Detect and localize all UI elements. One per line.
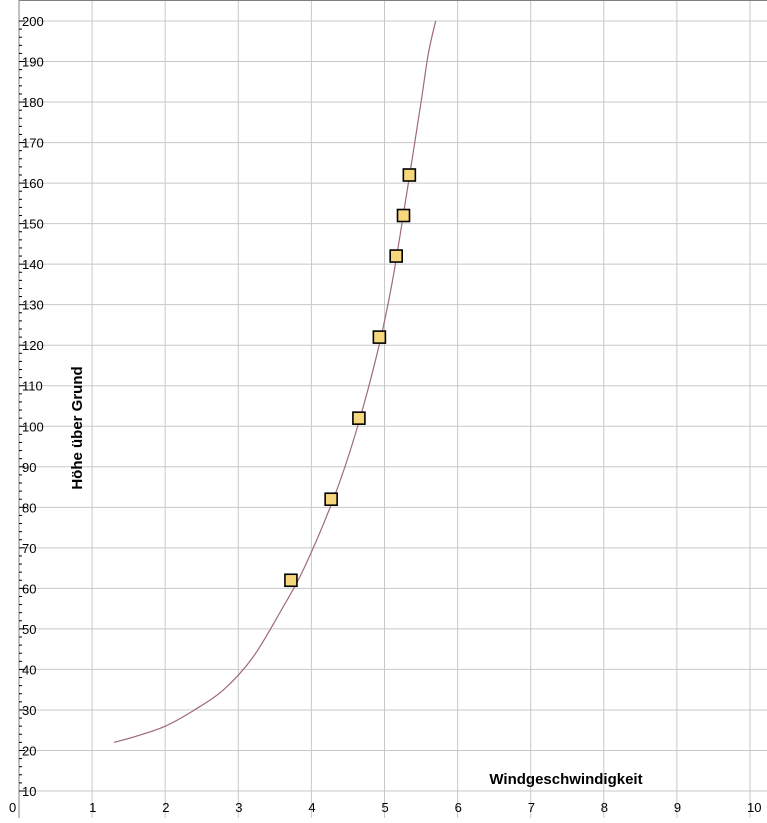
x-tick-label: 5 bbox=[382, 800, 389, 815]
y-tick-label: 40 bbox=[22, 662, 36, 677]
x-tick-label: 4 bbox=[308, 800, 315, 815]
y-tick-label: 160 bbox=[22, 176, 44, 191]
y-tick-label: 140 bbox=[22, 257, 44, 272]
x-tick-label: 0 bbox=[9, 800, 16, 815]
y-tick-label: 180 bbox=[22, 95, 44, 110]
y-axis-title: Höhe über Grund bbox=[69, 366, 86, 489]
y-tick-label: 90 bbox=[22, 460, 36, 475]
plot-frame bbox=[18, 0, 767, 818]
grid-layer bbox=[19, 0, 767, 818]
y-tick-label: 200 bbox=[22, 14, 44, 29]
x-tick-label: 1 bbox=[89, 800, 96, 815]
data-point-marker bbox=[352, 411, 366, 425]
x-tick-label: 6 bbox=[455, 800, 462, 815]
x-tick-label: 2 bbox=[162, 800, 169, 815]
data-point-marker bbox=[402, 168, 417, 182]
y-tick-label: 120 bbox=[22, 338, 44, 353]
data-point-marker bbox=[372, 330, 387, 344]
y-tick-label: 20 bbox=[22, 743, 36, 758]
fitted-curve-layer bbox=[113, 20, 437, 743]
y-tick-label: 80 bbox=[22, 500, 36, 515]
y-axis: 10 20 30 40 50 60 70 80 90 100 110 120 130 140 150 160 1… bbox=[19, 14, 44, 799]
x-tick-label: 8 bbox=[601, 800, 608, 815]
y-tick-label: 30 bbox=[22, 703, 36, 718]
y-tick-label: 110 bbox=[22, 379, 43, 394]
data-point-marker bbox=[324, 492, 338, 507]
data-point-marker bbox=[396, 208, 411, 223]
x-tick-label: 10 bbox=[747, 800, 761, 815]
data-point-marker bbox=[389, 249, 403, 263]
y-tick-label: 60 bbox=[22, 581, 36, 596]
data-points-layer bbox=[284, 168, 417, 588]
y-tick-label: 190 bbox=[22, 55, 44, 70]
y-tick-label: 50 bbox=[22, 622, 36, 637]
y-tick-label: 10 bbox=[22, 784, 36, 799]
data-point-marker bbox=[284, 573, 298, 588]
y-tick-label: 170 bbox=[22, 136, 44, 151]
fitted-curve bbox=[113, 20, 437, 743]
y-tick-label: 100 bbox=[22, 419, 44, 434]
y-tick-label: 130 bbox=[22, 298, 44, 313]
y-tick-label: 150 bbox=[22, 217, 44, 232]
x-axis-title: Windgeschwindigkeit bbox=[489, 771, 642, 788]
x-tick-label: 9 bbox=[674, 800, 681, 815]
y-tick-label: 70 bbox=[22, 541, 36, 556]
x-tick-label: 7 bbox=[528, 800, 535, 815]
x-axis: 0 1 2 3 4 5 6 7 8 9 10 bbox=[9, 800, 761, 815]
x-tick-label: 3 bbox=[235, 800, 242, 815]
